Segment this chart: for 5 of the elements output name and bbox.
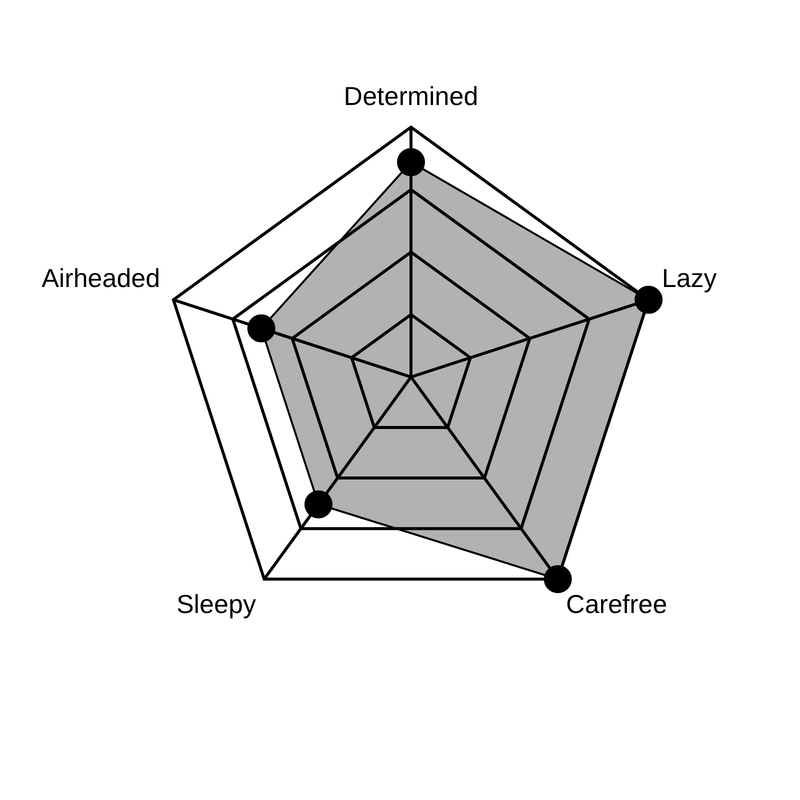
spoke-label: Airheaded — [42, 263, 160, 294]
spoke-label: Lazy — [662, 263, 717, 294]
spoke-label: Carefree — [566, 589, 668, 620]
spoke-label: Determined — [344, 80, 478, 111]
spoke-label: Sleepy — [176, 589, 256, 620]
